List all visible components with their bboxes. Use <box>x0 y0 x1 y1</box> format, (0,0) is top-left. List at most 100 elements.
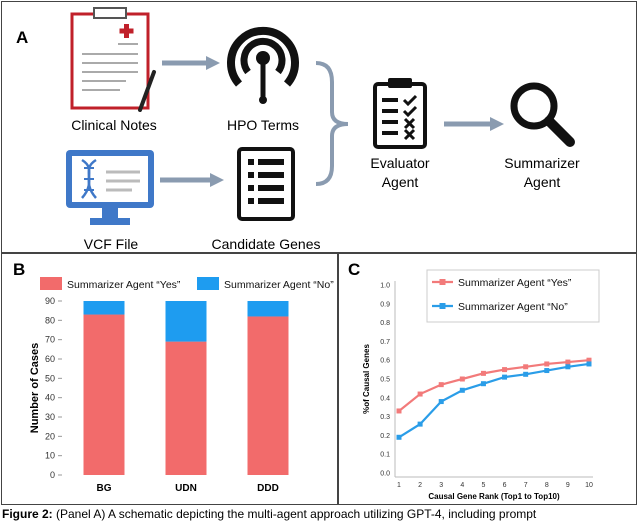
x-tick-label: BG <box>97 483 112 494</box>
y-tick-label: 80 <box>45 315 55 325</box>
bar-chart-svg: 0 10 20 30 40 50 60 70 80 90 Number of Cases BG UDN D… <box>29 277 334 494</box>
x-tick-label: UDN <box>175 483 197 494</box>
bar-yes-ddd <box>247 316 289 475</box>
data-point <box>502 367 508 373</box>
legend-label: Summarizer Agent “Yes” <box>67 279 181 291</box>
hpo-terms-label: HPO Terms <box>226 117 300 133</box>
vcf-file-icon <box>66 150 154 225</box>
data-point <box>480 381 486 387</box>
y-tick-label: 0.1 <box>380 452 390 459</box>
hpo-terms-icon <box>227 26 299 104</box>
panel-b-letter: B <box>13 260 26 279</box>
y-tick-label: 0.6 <box>380 358 390 365</box>
evaluator-agent-label-line1: Evaluator <box>370 155 430 171</box>
x-tick-label: 3 <box>439 482 443 489</box>
data-point <box>565 359 571 365</box>
flow-arrows <box>160 56 504 187</box>
candidate-genes-icon <box>237 147 295 221</box>
legend-marker <box>439 303 446 309</box>
y-tick-label: 30 <box>45 412 55 422</box>
x-tick-label: 2 <box>418 482 422 489</box>
panel-a-letter: A <box>16 28 29 47</box>
bar-no-bg <box>83 301 125 315</box>
data-point <box>523 364 529 370</box>
bar-yes-udn <box>165 341 207 475</box>
clinical-notes-icon <box>70 7 156 112</box>
legend-label: Summarizer Agent “No” <box>224 279 334 291</box>
y-tick-label: 10 <box>45 451 55 461</box>
evaluator-checklist-icon <box>373 78 427 149</box>
y-tick-label: 0 <box>50 470 55 480</box>
data-point <box>396 408 402 414</box>
y-tick-label: 0.2 <box>380 433 390 440</box>
data-point <box>586 357 592 363</box>
y-tick-label: 60 <box>45 354 55 364</box>
y-tick-label: 0.5 <box>380 377 390 384</box>
summarizer-magnifier-icon <box>510 82 575 147</box>
summarizer-agent-label: Summarizer Agent <box>490 154 594 192</box>
series-yes-line <box>398 359 590 412</box>
data-point <box>480 370 486 376</box>
data-point <box>459 376 465 382</box>
data-point <box>417 421 423 427</box>
y-axis-label: %of Causal Genes <box>362 344 371 414</box>
evaluator-agent-label-line2: Agent <box>381 174 419 190</box>
data-point <box>565 364 571 370</box>
caption-text: (Panel A) A schematic depicting the mult… <box>52 507 537 521</box>
legend-box <box>426 269 600 323</box>
data-point <box>502 374 508 380</box>
y-tick-label: 0.4 <box>380 395 390 402</box>
data-point <box>438 382 444 388</box>
y-tick-label: 0.0 <box>380 471 390 478</box>
data-point <box>459 387 465 393</box>
data-point <box>417 391 423 397</box>
x-tick-label: DDD <box>257 483 279 494</box>
x-axis-label: Causal Gene Rank (Top1 to Top10) <box>428 492 560 501</box>
y-tick-label: 0.8 <box>380 320 390 327</box>
figure-caption: Figure 2: (Panel A) A schematic depictin… <box>2 507 536 521</box>
data-point <box>396 434 402 440</box>
data-point <box>523 371 529 377</box>
bar-no-ddd <box>247 301 289 317</box>
vcf-file-label: VCF File <box>83 236 139 252</box>
x-tick-label: 10 <box>585 482 593 489</box>
y-tick-label: 50 <box>45 373 55 383</box>
series-no-line <box>398 362 590 439</box>
data-point <box>586 361 592 367</box>
candidate-genes-label: Candidate Genes <box>211 236 321 252</box>
legend-label: Summarizer Agent “No” <box>458 301 568 313</box>
x-tick-label: 7 <box>524 482 528 489</box>
panel-c-line-chart: C 0.0 0.1 0.2 0.3 0.4 0.5 0.6 0.7 0.8 0.9 1.0 1 2 3 4 5… <box>338 253 637 505</box>
evaluator-agent-label: Evaluator Agent <box>350 154 450 192</box>
y-tick-label: 40 <box>45 393 55 403</box>
panel-b-bar-chart: B 0 10 20 30 40 50 60 70 80 90 Number of Cases BG UD… <box>1 253 338 505</box>
x-tick-label: 5 <box>481 482 485 489</box>
y-tick-label: 20 <box>45 431 55 441</box>
panel-c-letter: C <box>348 260 361 279</box>
y-axis-label: Number of Cases <box>29 343 41 433</box>
summarizer-agent-label-line1: Summarizer <box>504 155 580 171</box>
y-tick-label: 90 <box>45 296 55 306</box>
x-tick-label: 8 <box>545 482 549 489</box>
bar-no-udn <box>165 301 207 342</box>
x-tick-label: 1 <box>397 482 401 489</box>
y-tick-label: 1.0 <box>380 283 390 290</box>
legend-swatch <box>40 277 62 290</box>
x-tick-label: 6 <box>503 482 507 489</box>
line-chart-svg: 0.0 0.1 0.2 0.3 0.4 0.5 0.6 0.7 0.8 0.9 1.0 1 2 3 4 5 6 7… <box>362 269 600 501</box>
y-tick-label: 0.9 <box>380 301 390 308</box>
legend-marker <box>439 279 446 285</box>
legend-label: Summarizer Agent “Yes” <box>458 277 572 289</box>
y-tick-label: 0.3 <box>380 414 390 421</box>
x-tick-label: 4 <box>460 482 464 489</box>
panel-a-workflow: A Clinical Notes HPO Terms <box>1 1 637 253</box>
clinical-notes-label: Clinical Notes <box>71 117 157 133</box>
y-tick-label: 70 <box>45 335 55 345</box>
legend-swatch <box>197 277 219 290</box>
data-point <box>544 361 550 367</box>
caption-label: Figure 2: <box>2 507 53 521</box>
summarizer-agent-label-line2: Agent <box>523 174 561 190</box>
bar-yes-bg <box>83 314 125 475</box>
x-tick-label: 9 <box>566 482 570 489</box>
data-point <box>438 399 444 405</box>
